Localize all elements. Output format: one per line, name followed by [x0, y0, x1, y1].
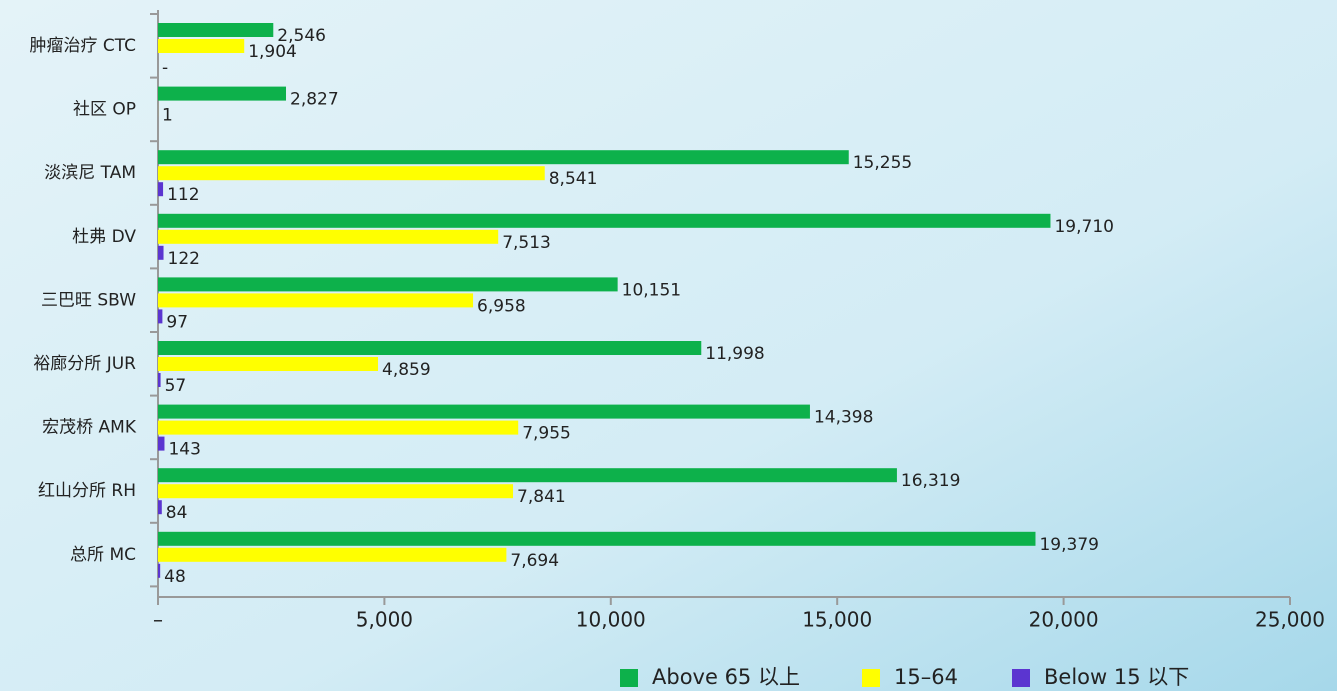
bar: [158, 341, 702, 355]
legend-label: Below 15 以下: [1044, 665, 1189, 689]
x-tick-label: 25,000: [1255, 608, 1325, 632]
value-label: 112: [167, 185, 199, 205]
value-label: 1,904: [248, 42, 297, 62]
value-label: 2,827: [290, 90, 339, 110]
bar: [158, 309, 163, 324]
x-tick-label: 20,000: [1029, 608, 1099, 632]
bar: [158, 245, 164, 260]
legend-label: 15–64: [894, 665, 958, 689]
value-label: 10,151: [622, 280, 681, 300]
value-label: 14,398: [814, 408, 873, 428]
legend-swatch: [862, 669, 880, 687]
value-label: 16,319: [901, 471, 960, 491]
value-label: 4,859: [382, 360, 431, 380]
value-label: 11,998: [705, 344, 764, 364]
bar: [158, 150, 849, 165]
value-label: 48: [164, 567, 186, 587]
value-label: 6,958: [477, 296, 526, 316]
bar: [158, 182, 164, 197]
value-label: 122: [168, 249, 200, 269]
y-tick-label: 淡滨尼 TAM: [44, 163, 136, 183]
value-label: 57: [165, 376, 187, 396]
y-tick-label: 社区 OP: [73, 100, 136, 120]
value-label: 7,694: [510, 551, 559, 571]
bar: [158, 293, 474, 308]
value-label: 143: [168, 440, 200, 460]
bar: [158, 468, 897, 483]
value-label: 7,955: [522, 424, 571, 444]
bar: [158, 39, 245, 53]
bar: [158, 420, 519, 435]
y-tick-label: 三巴旺 SBW: [41, 290, 136, 310]
bar: [158, 213, 1051, 228]
bar: [158, 86, 287, 101]
y-tick-label: 裕廊分所 JUR: [33, 354, 136, 374]
bar: [158, 277, 618, 292]
bar: [158, 166, 545, 181]
bar: [158, 531, 1036, 546]
y-tick-label: 宏茂桥 AMK: [42, 418, 137, 438]
value-label: 84: [166, 503, 188, 523]
value-label: 7,841: [517, 487, 566, 507]
value-label: 19,379: [1039, 535, 1098, 555]
legend-label: Above 65 以上: [652, 665, 800, 689]
y-tick-label: 杜弗 DV: [72, 227, 136, 247]
x-tick-label: –: [153, 608, 163, 632]
value-label: -: [162, 58, 168, 78]
bar: [158, 500, 162, 515]
value-label: 7,513: [502, 233, 551, 253]
value-label: 1: [162, 106, 173, 126]
bar: [158, 357, 379, 371]
x-tick-label: 10,000: [576, 608, 646, 632]
value-label: 19,710: [1054, 217, 1113, 237]
value-label: 97: [166, 312, 188, 332]
bar: [158, 404, 810, 419]
bar: [158, 484, 514, 499]
legend-swatch: [1012, 669, 1030, 687]
bar: [158, 373, 161, 387]
x-tick-label: 5,000: [356, 608, 413, 632]
value-label: 8,541: [549, 169, 598, 189]
value-label: 2,546: [277, 26, 326, 46]
value-label: 15,255: [853, 153, 912, 173]
y-tick-label: 总所 MC: [70, 545, 136, 565]
y-tick-label: 红山分所 RH: [38, 481, 136, 501]
bar: [158, 563, 161, 578]
x-tick-label: 15,000: [802, 608, 872, 632]
bar: [158, 23, 274, 37]
legend-swatch: [620, 669, 638, 687]
bar: [158, 547, 507, 562]
bar: [158, 436, 165, 451]
bar: [158, 229, 499, 244]
y-tick-label: 肿瘤治疗 CTC: [29, 36, 136, 56]
